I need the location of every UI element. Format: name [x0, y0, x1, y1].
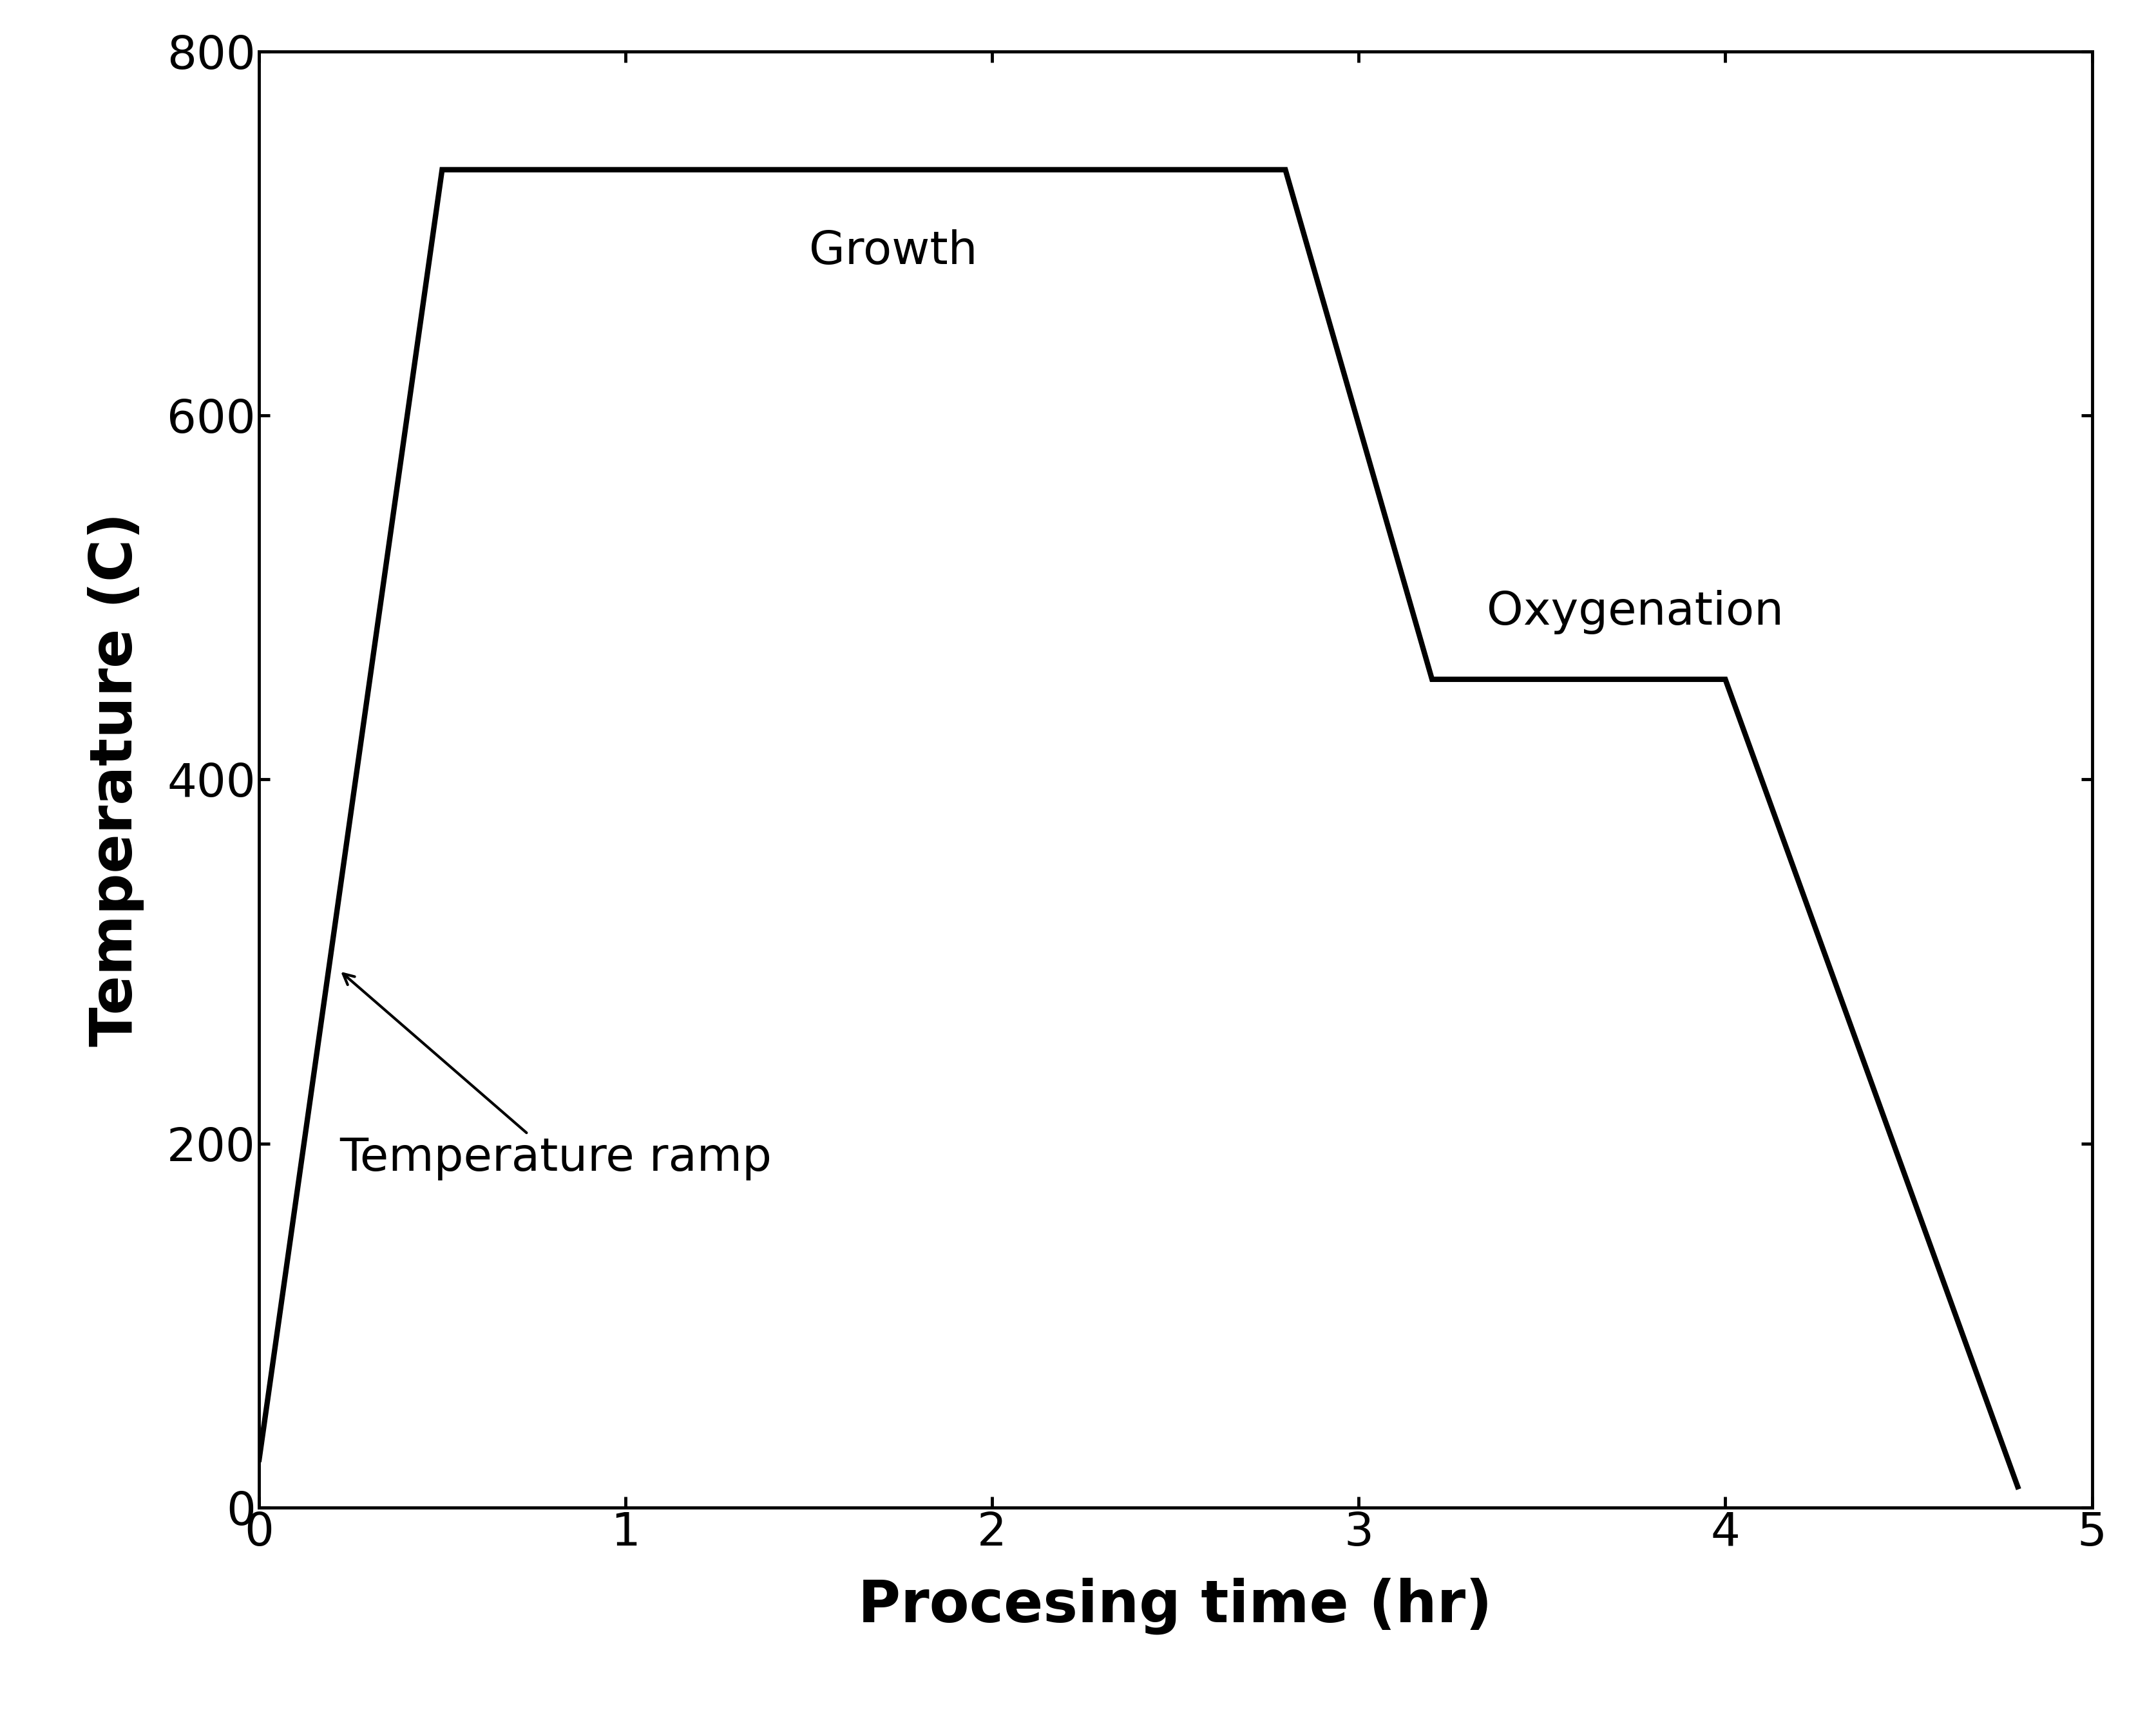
Text: Growth: Growth: [808, 230, 977, 274]
Text: Temperature ramp: Temperature ramp: [338, 973, 772, 1180]
X-axis label: Procesing time (hr): Procesing time (hr): [858, 1578, 1492, 1634]
Y-axis label: Temperature (C): Temperature (C): [88, 512, 144, 1047]
Text: Oxygenation: Oxygenation: [1488, 589, 1783, 634]
